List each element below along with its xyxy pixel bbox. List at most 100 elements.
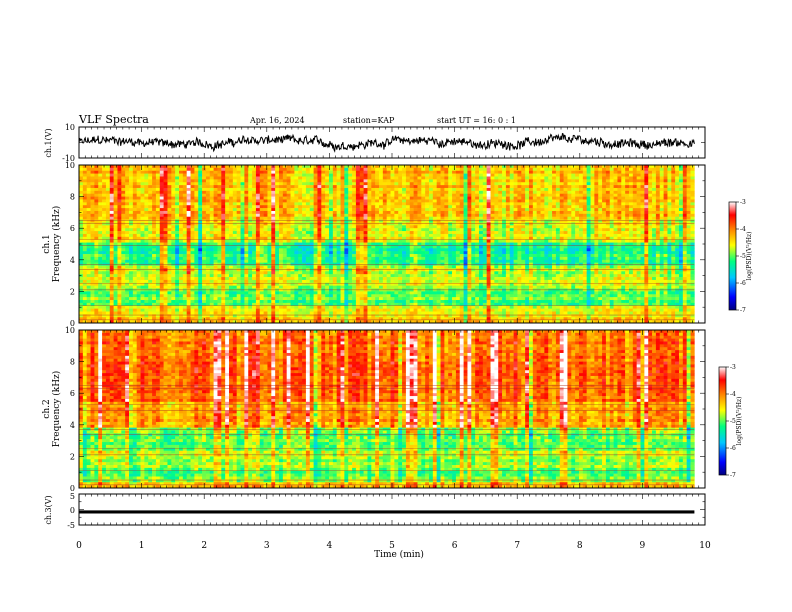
spectrogram-cell xyxy=(421,242,426,246)
spectrogram-cell xyxy=(502,190,507,195)
spectrogram-cell xyxy=(494,242,499,246)
spectrogram-cell xyxy=(655,173,661,177)
spectrogram-cell xyxy=(675,210,680,215)
spectrogram-cell xyxy=(109,248,114,252)
spectrogram-cell xyxy=(463,222,468,226)
spectrogram-cell xyxy=(82,176,87,180)
spectrogram-cell xyxy=(309,210,314,215)
spectrogram-cell xyxy=(102,176,107,180)
spectrogram-cell xyxy=(267,167,272,172)
spectrogram-cell xyxy=(548,179,553,183)
spectrogram-cell xyxy=(417,205,422,209)
spectrogram-cell xyxy=(198,193,203,197)
spectrogram-cell xyxy=(159,205,164,209)
spectrogram-cell xyxy=(290,216,295,220)
spectrogram-cell xyxy=(598,210,603,215)
spectrogram-cell xyxy=(478,239,484,243)
spectrogram-cell xyxy=(467,208,472,212)
spectrogram-cell xyxy=(205,199,211,203)
spectrogram-cell xyxy=(540,196,545,200)
spectrogram-cell xyxy=(194,210,199,215)
spectrogram-cell xyxy=(413,165,418,169)
spectrogram-cell xyxy=(609,242,614,246)
spectrogram-cell xyxy=(240,222,245,226)
spectrogram-cell xyxy=(232,199,237,203)
spectrogram-cell xyxy=(475,222,480,226)
spectrogram-cell xyxy=(555,231,561,235)
spectrogram-cell xyxy=(225,202,230,206)
spectrogram-cell xyxy=(290,210,295,215)
spectrogram-cell xyxy=(417,233,422,238)
spectrogram-cell xyxy=(248,196,253,200)
spectrogram-cell xyxy=(102,248,107,252)
spectrogram-cell xyxy=(136,231,141,235)
spectrogram-cell xyxy=(344,187,349,192)
spectrogram-cell xyxy=(505,225,511,229)
spectrogram-cell xyxy=(532,199,537,203)
spectrogram-cell xyxy=(540,202,545,206)
spectrogram-cell xyxy=(144,176,149,180)
date-label: Apr. 16, 2024 xyxy=(249,116,305,125)
spectrogram-cell xyxy=(428,222,434,226)
spectrogram-cell xyxy=(102,185,107,189)
spectrogram-cell xyxy=(136,208,141,212)
spectrogram-cell xyxy=(221,213,226,218)
spectrogram-cell xyxy=(113,216,118,220)
spectrogram-cell xyxy=(690,239,695,243)
spectrogram-cell xyxy=(86,231,91,235)
spectrogram-cell xyxy=(428,213,434,218)
spectrogram-cell xyxy=(213,167,218,172)
spectrogram-cell xyxy=(625,205,630,209)
spectrogram-cell xyxy=(413,190,418,195)
spectrogram-cell xyxy=(317,231,322,235)
spectrogram-cell xyxy=(252,167,257,172)
spectrogram-cell xyxy=(448,205,453,209)
spectrogram-cell xyxy=(609,190,614,195)
spectrogram-cell xyxy=(317,196,322,200)
spectrogram-cell xyxy=(413,233,418,238)
spectrogram-cell xyxy=(678,165,684,169)
spectrogram-cell xyxy=(278,231,284,235)
spectrogram-cell xyxy=(682,225,687,229)
spectrogram-cell xyxy=(152,210,157,215)
spectrogram-cell xyxy=(109,179,114,183)
spectrogram-cell xyxy=(440,231,445,235)
spectrogram-cell xyxy=(171,187,176,192)
spectrogram-cell xyxy=(463,236,468,240)
spectrogram-cell xyxy=(267,202,272,206)
spectrogram-cell xyxy=(90,176,95,180)
spectrogram-cell xyxy=(648,176,653,180)
spectrogram-cell xyxy=(367,176,372,180)
spectrogram-cell xyxy=(682,185,687,189)
spectrogram-cell xyxy=(521,199,526,203)
spectrogram-cell xyxy=(505,236,511,240)
spectrogram-cell xyxy=(244,202,249,206)
spectrogram-cell xyxy=(240,190,245,195)
spectrogram-cell xyxy=(217,202,222,206)
spectrogram-cell xyxy=(582,222,587,226)
spectrogram-cell xyxy=(567,216,572,220)
spectrogram-cell xyxy=(432,193,437,197)
spectrogram-cell xyxy=(355,219,361,223)
spectrogram-cell xyxy=(340,205,345,209)
spectrogram-cell xyxy=(90,208,95,212)
spectrogram-cell xyxy=(605,202,611,206)
spectrogram-cell xyxy=(486,199,491,203)
spectrogram-cell xyxy=(328,216,334,220)
spectrogram-cell xyxy=(186,176,191,180)
spectrogram-cell xyxy=(436,179,441,183)
spectrogram-cell xyxy=(152,239,157,243)
spectrogram-cell xyxy=(425,219,430,223)
spectrogram-cell xyxy=(517,187,522,192)
spectrogram-cell xyxy=(536,233,541,238)
spectrogram-cell xyxy=(586,185,591,189)
spectrogram-cell xyxy=(490,167,495,172)
spectrogram-cell xyxy=(425,216,430,220)
spectrogram-cell xyxy=(90,213,95,218)
spectrogram-cell xyxy=(386,228,391,232)
spectrogram-cell xyxy=(98,205,103,209)
spectrogram-cell xyxy=(328,222,334,226)
spectrogram-cell xyxy=(436,199,441,203)
spectrogram-cell xyxy=(182,222,187,226)
spectrogram-cell xyxy=(436,187,441,192)
